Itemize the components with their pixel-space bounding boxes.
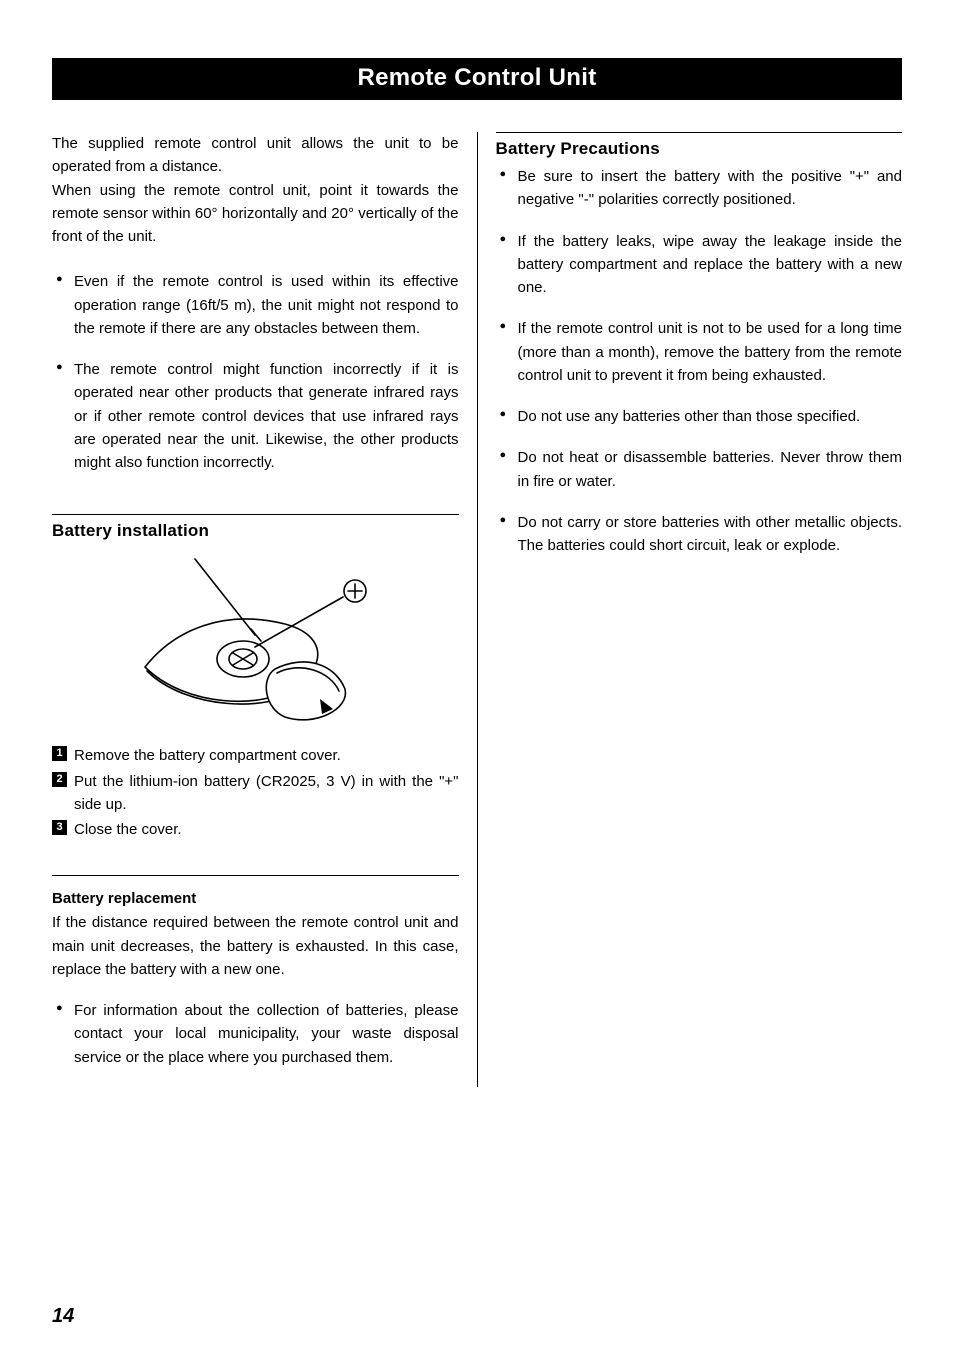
right-column: Battery Precautions Be sure to insert th… [478, 132, 903, 1087]
intro-paragraph-2: When using the remote control unit, poin… [52, 179, 459, 249]
step-number-badge: 1 [52, 746, 67, 761]
precaution-bullet: If the battery leaks, wipe away the leak… [496, 230, 903, 300]
precaution-bullet: Do not carry or store batteries with oth… [496, 511, 903, 558]
step-number-badge: 2 [52, 772, 67, 787]
battery-install-diagram [52, 549, 459, 734]
battery-replacement-body: If the distance required between the rem… [52, 911, 459, 981]
battery-diagram-svg [125, 549, 385, 729]
section-divider [496, 132, 903, 133]
step-text: Close the cover. [74, 821, 182, 838]
intro-bullet: Even if the remote control is used withi… [52, 270, 459, 340]
intro-bullet-list: Even if the remote control is used withi… [52, 270, 459, 474]
install-step: 2 Put the lithium-ion battery (CR2025, 3… [52, 770, 459, 817]
precaution-bullet: Be sure to insert the battery with the p… [496, 165, 903, 212]
subsection-divider [52, 875, 459, 876]
intro-bullet: The remote control might function incorr… [52, 358, 459, 474]
battery-replacement-bullet: For information about the collection of … [52, 999, 459, 1069]
page-title: Remote Control Unit [357, 64, 596, 91]
page-number: 14 [52, 1305, 74, 1328]
page-title-bar: Remote Control Unit [52, 58, 902, 100]
step-text: Put the lithium-ion battery (CR2025, 3 V… [74, 773, 459, 813]
battery-installation-heading: Battery installation [52, 521, 459, 541]
precautions-bullet-list: Be sure to insert the battery with the p… [496, 165, 903, 557]
intro-paragraph-1: The supplied remote control unit allows … [52, 132, 459, 179]
battery-replacement-bullet-list: For information about the collection of … [52, 999, 459, 1069]
precaution-bullet: Do not use any batteries other than thos… [496, 405, 903, 428]
install-steps-list: 1 Remove the battery compartment cover. … [52, 744, 459, 841]
battery-precautions-heading: Battery Precautions [496, 139, 903, 159]
battery-replacement-heading: Battery replacement [52, 890, 459, 907]
install-step: 3 Close the cover. [52, 818, 459, 841]
step-number-badge: 3 [52, 820, 67, 835]
precaution-bullet: If the remote control unit is not to be … [496, 317, 903, 387]
left-column: The supplied remote control unit allows … [52, 132, 478, 1087]
precaution-bullet: Do not heat or disassemble batteries. Ne… [496, 446, 903, 493]
two-column-layout: The supplied remote control unit allows … [52, 132, 902, 1087]
step-text: Remove the battery compartment cover. [74, 747, 341, 764]
install-step: 1 Remove the battery compartment cover. [52, 744, 459, 767]
section-divider [52, 514, 459, 515]
